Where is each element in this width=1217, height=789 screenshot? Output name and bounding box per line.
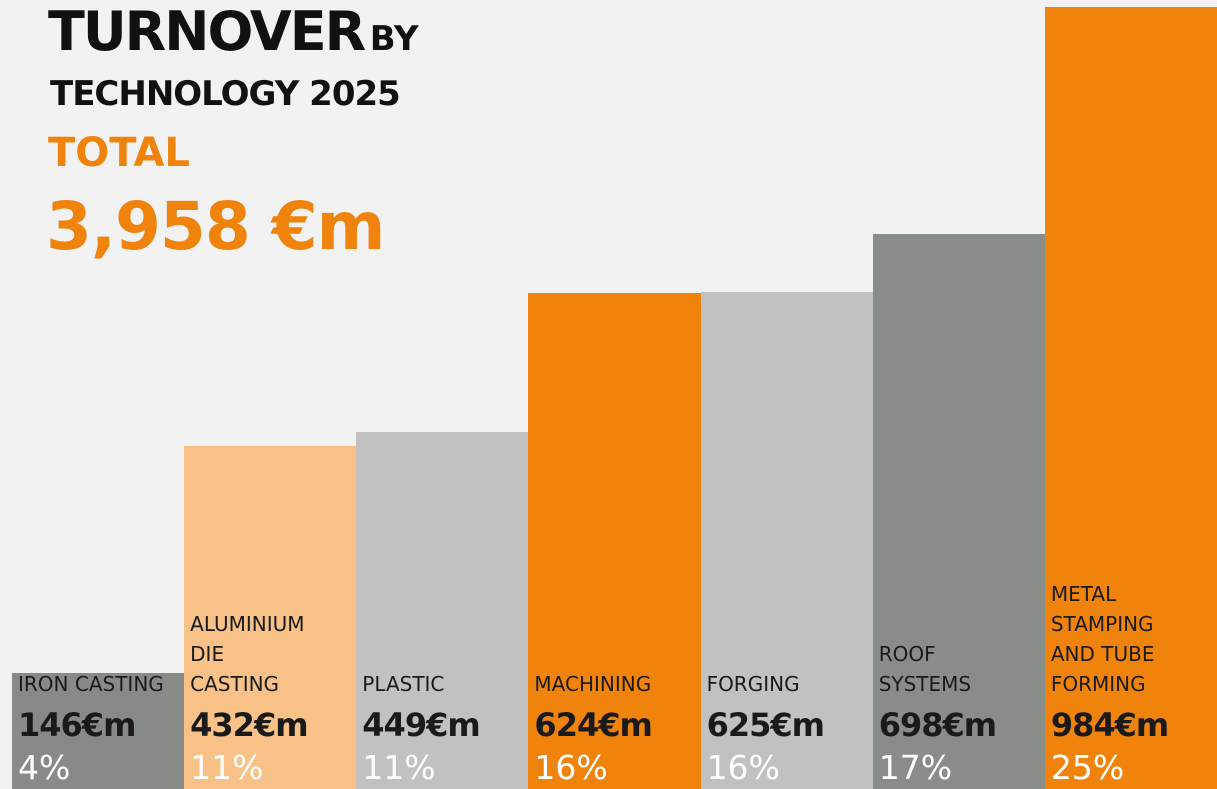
title-by: BY (369, 19, 419, 59)
title-main: TURNOVER (48, 0, 366, 63)
bar: PLASTIC 449€m 11% (356, 432, 529, 789)
category-label: ROOF SYSTEMS (878, 642, 972, 696)
total-value: 3,958 €m (46, 188, 385, 265)
category-label: IRON CASTING (18, 672, 164, 696)
bar-labels: MACHINING 624€m 16% (534, 669, 652, 789)
share-label: 25% (1050, 748, 1125, 787)
value-label: 449€m (362, 706, 480, 744)
bar: MACHINING 624€m 16% (528, 293, 701, 789)
bar: ALUMINIUM DIE CASTING 432€m 11% (184, 445, 357, 789)
bar-labels: METAL STAMPING AND TUBE FORMING 984€m 25% (1050, 579, 1169, 789)
bar-labels: FORGING 625€m 16% (706, 669, 825, 789)
bar: IRON CASTING 146€m 4% (12, 672, 185, 789)
share-label: 16% (706, 748, 780, 787)
share-label: 4% (18, 748, 71, 787)
category-label: FORGING (706, 672, 800, 696)
bar: METAL STAMPING AND TUBE FORMING 984€m 25% (1044, 7, 1217, 789)
value-label: 432€m (190, 706, 308, 744)
title-line: TURNOVER BY (48, 0, 418, 63)
value-label: 698€m (878, 706, 997, 744)
title-sub: TECHNOLOGY 2025 (50, 74, 401, 114)
value-label: 624€m (534, 706, 652, 744)
share-label: 16% (534, 748, 608, 787)
category-label: PLASTIC (362, 672, 445, 696)
total-title: TOTAL (48, 130, 190, 176)
bar: FORGING 625€m 16% (700, 292, 873, 789)
value-label: 984€m (1050, 706, 1169, 744)
category-label: METAL STAMPING AND TUBE FORMING (1050, 582, 1155, 696)
bar-labels: IRON CASTING 146€m 4% (18, 669, 164, 789)
category-label: ALUMINIUM DIE CASTING (190, 612, 305, 696)
share-label: 17% (878, 748, 953, 787)
share-label: 11% (190, 748, 264, 787)
value-label: 146€m (18, 706, 136, 744)
bar-labels: ROOF SYSTEMS 698€m 17% (878, 639, 997, 789)
bar-labels: PLASTIC 449€m 11% (362, 669, 480, 789)
bar-labels: ALUMINIUM DIE CASTING 432€m 11% (190, 609, 308, 789)
category-label: MACHINING (534, 672, 652, 696)
value-label: 625€m (706, 706, 825, 744)
bar: ROOF SYSTEMS 698€m 17% (872, 234, 1045, 789)
share-label: 11% (362, 748, 436, 787)
